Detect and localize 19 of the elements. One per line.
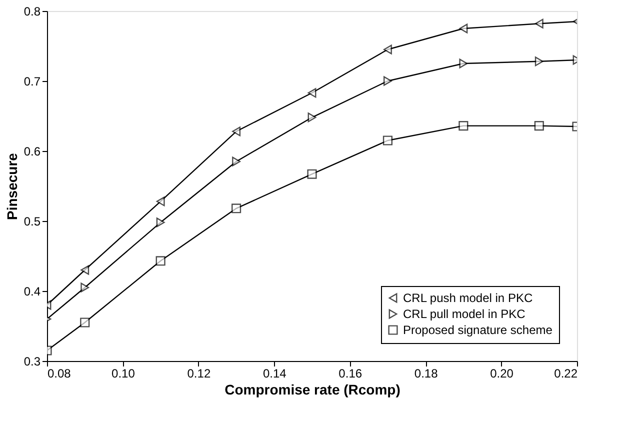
legend-label: Proposed signature scheme bbox=[403, 323, 553, 337]
x-tick-label: 0.08 bbox=[48, 366, 72, 380]
x-axis-title: Compromise rate (Rcomp) bbox=[224, 382, 400, 398]
x-tick-label: 0.20 bbox=[490, 366, 514, 380]
y-tick-label: 0.5 bbox=[24, 214, 41, 228]
x-tick-label: 0.16 bbox=[338, 366, 362, 380]
y-tick-label: 0.4 bbox=[24, 284, 41, 298]
y-tick-label: 0.6 bbox=[24, 144, 41, 158]
legend-label: CRL pull model in PKC bbox=[403, 307, 526, 321]
y-tick-label: 0.7 bbox=[24, 74, 41, 88]
y-tick-label: 0.3 bbox=[24, 354, 41, 368]
y-tick-label: 0.8 bbox=[24, 4, 41, 18]
legend-label: CRL push model in PKC bbox=[403, 291, 533, 305]
y-axis-title: Pinsecure bbox=[4, 152, 20, 220]
x-tick-label: 0.10 bbox=[112, 366, 136, 380]
x-tick-label: 0.12 bbox=[187, 366, 211, 380]
x-tick-label: 0.14 bbox=[262, 366, 287, 380]
x-tick-label: 0.18 bbox=[414, 366, 438, 380]
x-tick-label: 0.22 bbox=[554, 366, 578, 380]
